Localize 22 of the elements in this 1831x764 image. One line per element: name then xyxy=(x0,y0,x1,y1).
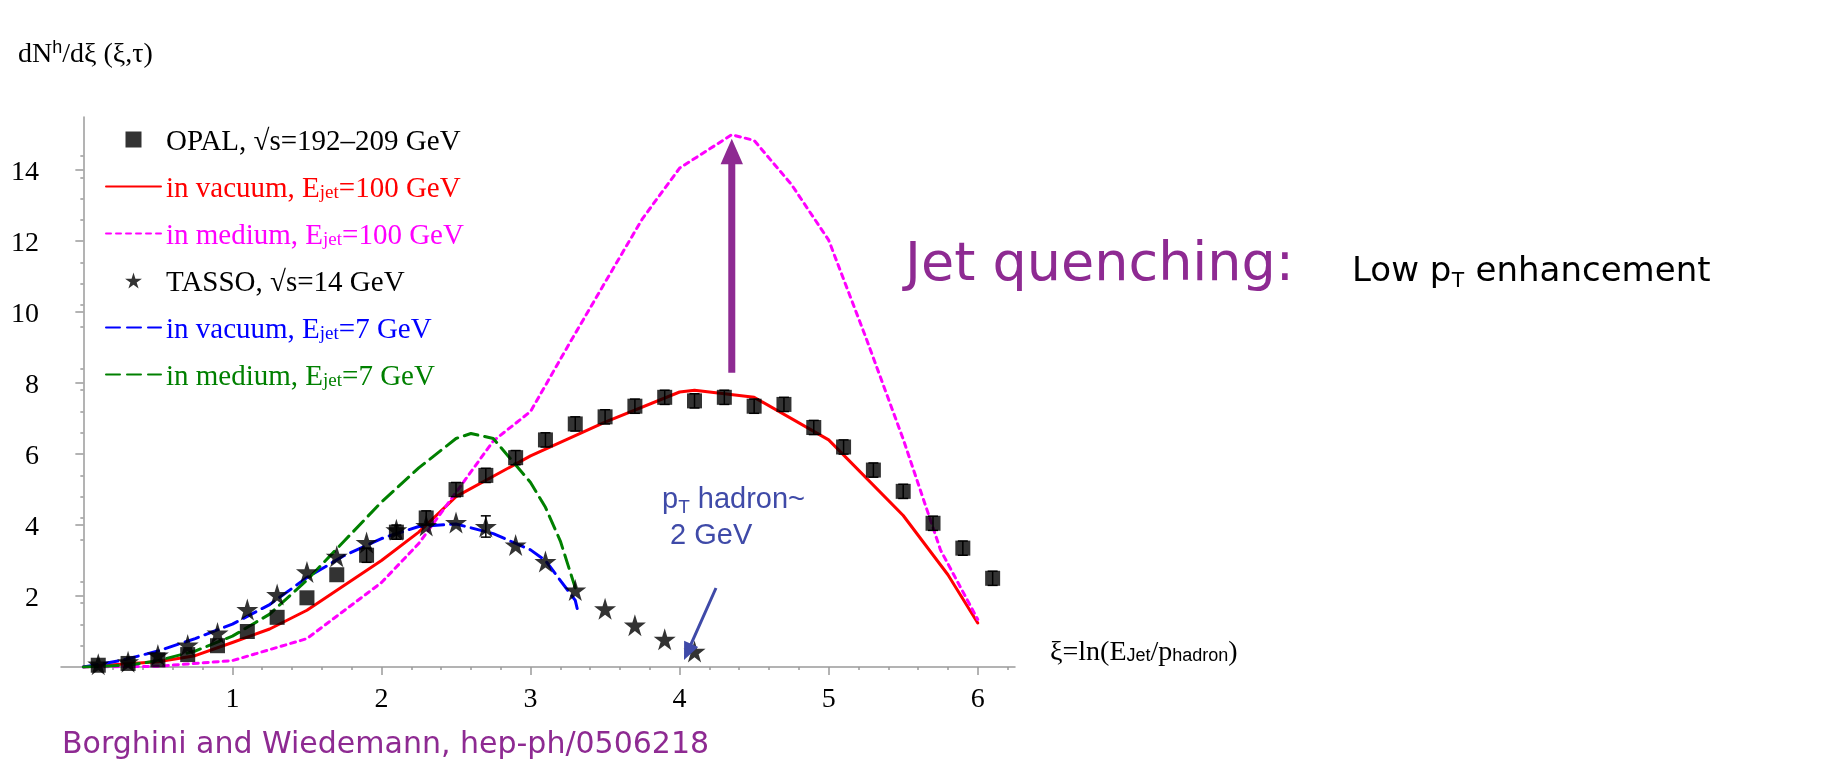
x-axis-title: ξ=ln(EJet/phadron) xyxy=(1050,634,1238,666)
x-tick-label: 5 xyxy=(821,681,836,713)
x-tick-label: 1 xyxy=(225,681,240,713)
text: Borghini and Wiedemann, hep-ph/0506218 xyxy=(62,725,710,761)
x-tick-label: 6 xyxy=(970,681,985,713)
y-tick-label: 8 xyxy=(25,367,39,399)
x-tick-label: 2 xyxy=(374,681,389,713)
legend-label: in vacuum, Ejet=7 GeV xyxy=(166,311,432,344)
y-tick-label: 2 xyxy=(25,580,39,612)
legend-label: in vacuum, Ejet=100 GeV xyxy=(166,170,461,203)
legend-label: in medium, Ejet=7 GeV xyxy=(166,358,435,391)
y-tick-label: 14 xyxy=(11,154,39,186)
legend-label: in medium, Ejet=100 GeV xyxy=(166,217,464,250)
y-tick-label: 12 xyxy=(11,225,39,257)
x-tick-label: 3 xyxy=(523,681,538,713)
legend-label: OPAL, √s=192–209 GeV xyxy=(166,123,461,156)
y-tick-label: 6 xyxy=(25,438,39,470)
y-tick-label: 10 xyxy=(11,296,39,328)
x-tick-label: 4 xyxy=(672,681,687,713)
annotation: Jet quenching: xyxy=(902,230,1295,294)
legend-label: TASSO, √s=14 GeV xyxy=(166,264,405,297)
y-tick-label: 4 xyxy=(25,509,39,541)
